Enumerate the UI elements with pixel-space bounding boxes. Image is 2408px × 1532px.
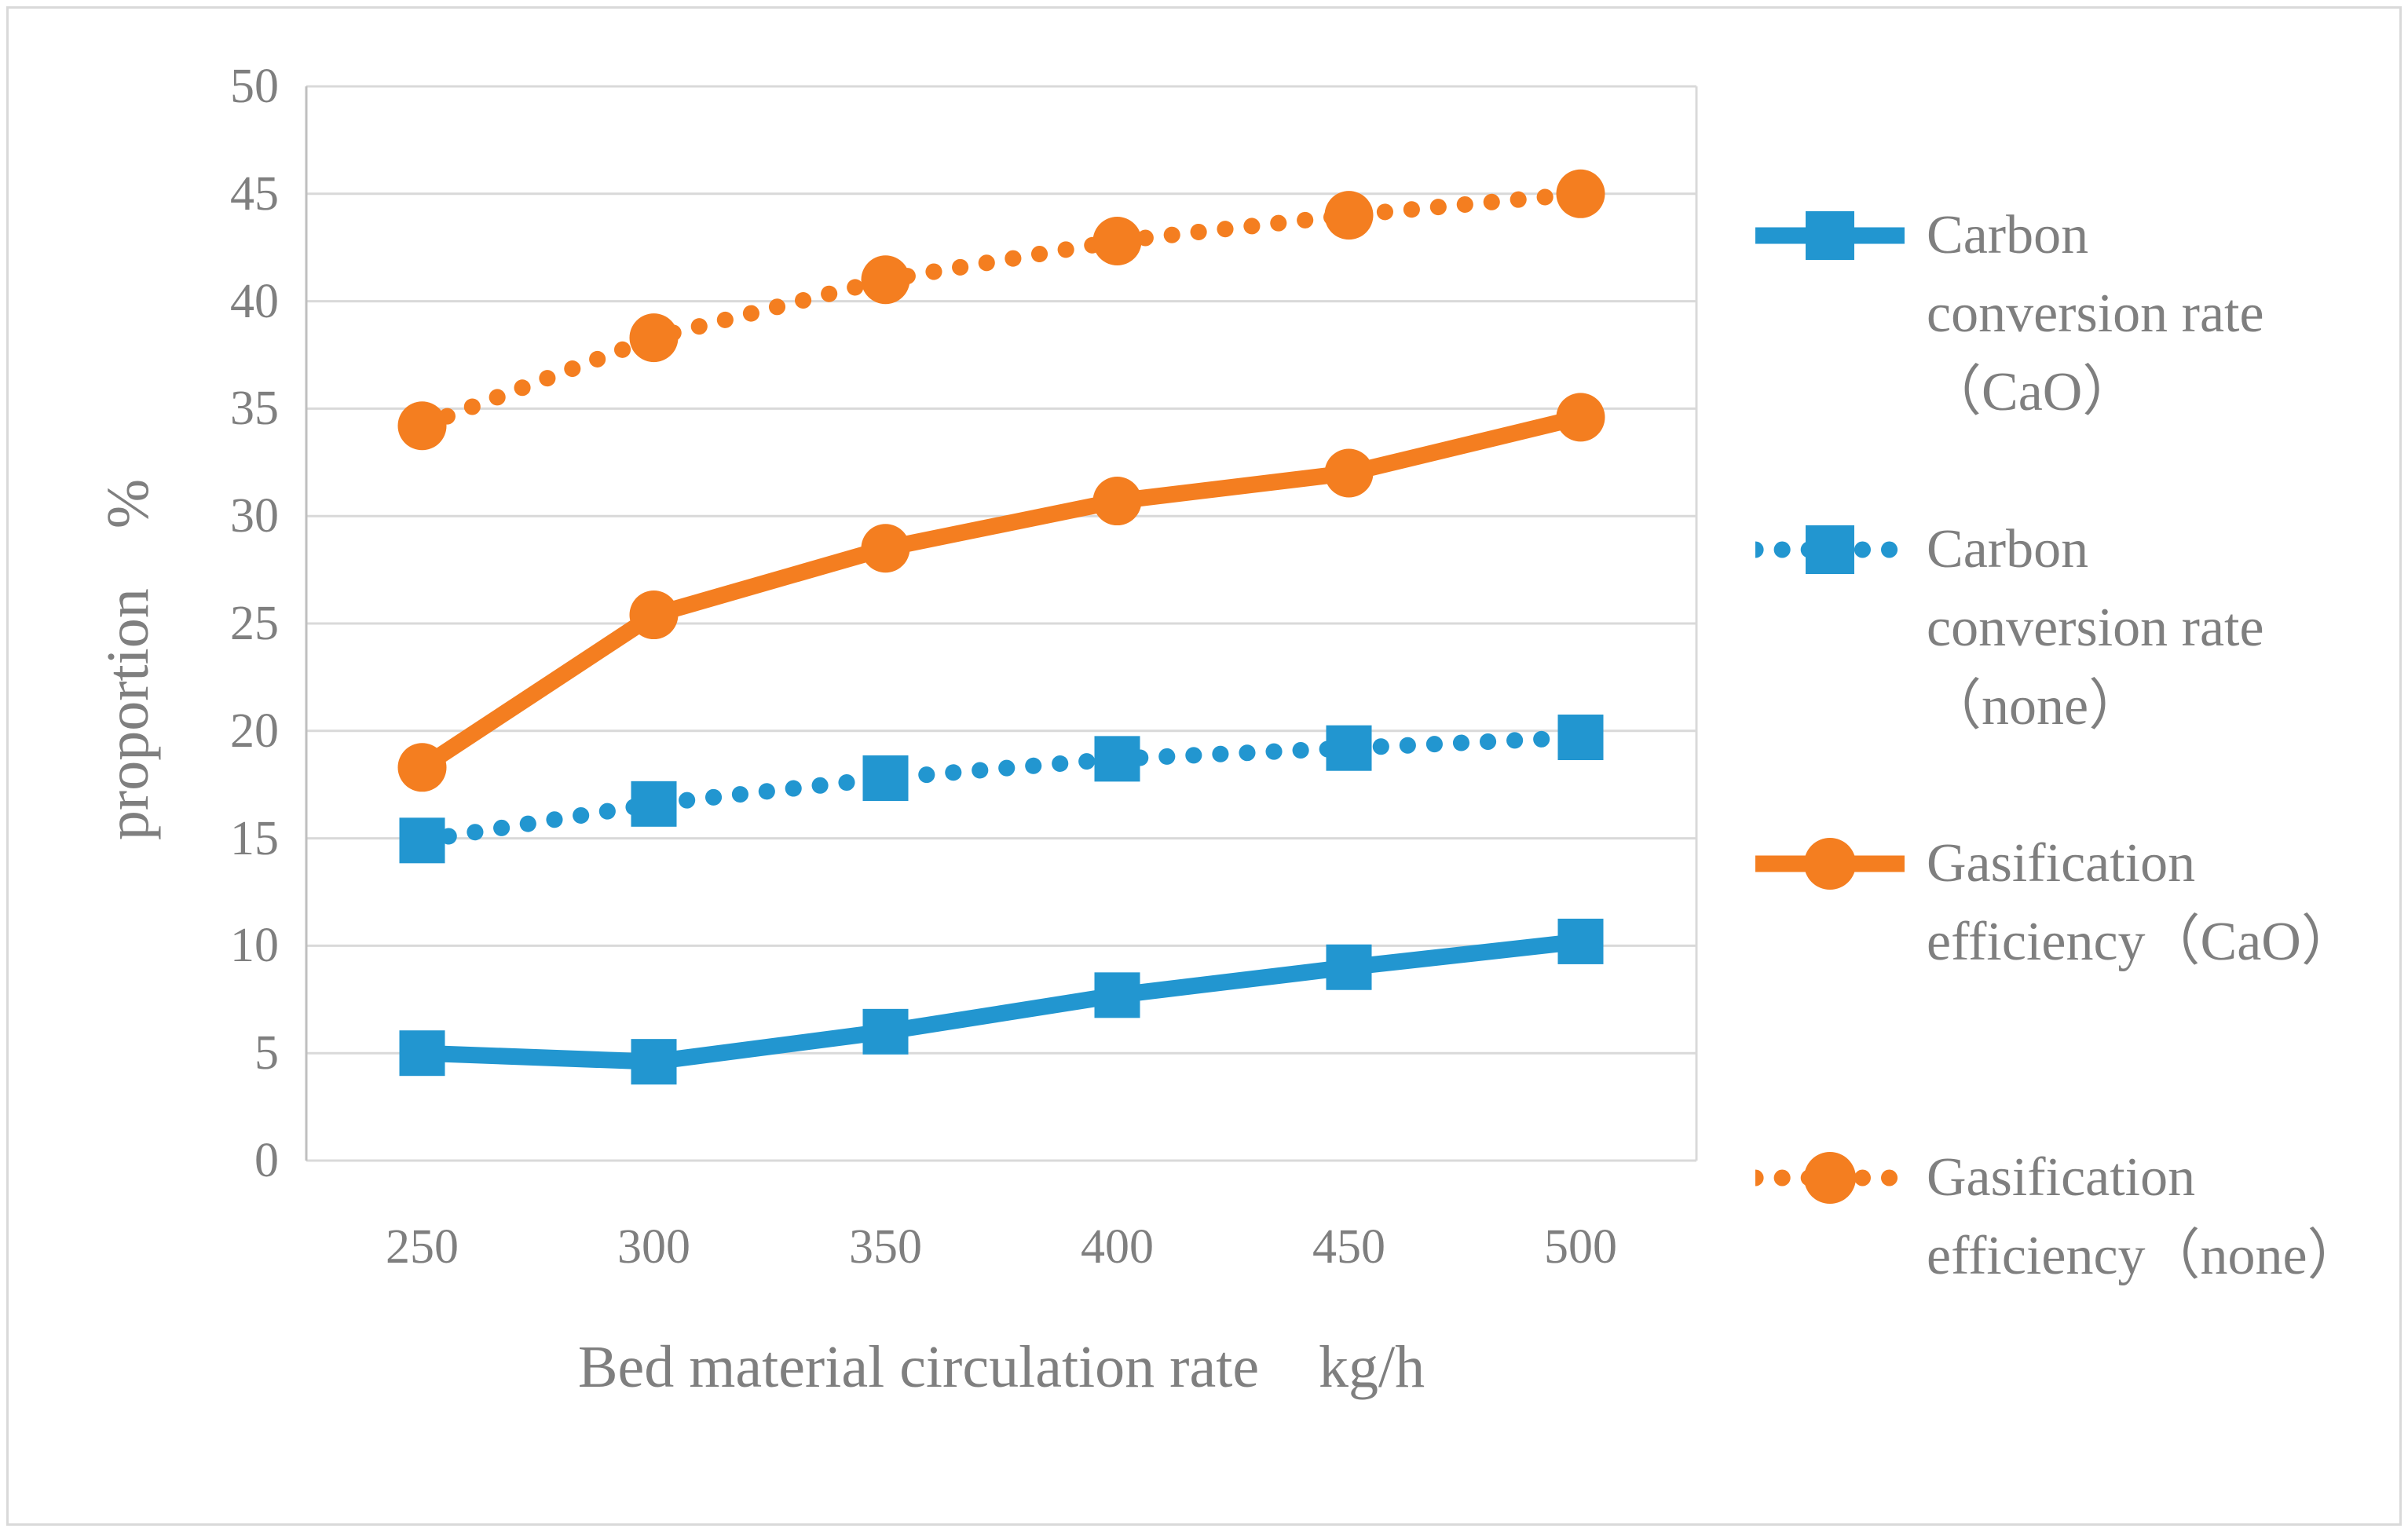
x-tick-label: 500 [1544,1220,1617,1274]
x-tick-label: 250 [386,1220,459,1274]
y-tick-label: 35 [230,382,279,436]
x-tick-label: 450 [1312,1220,1385,1274]
y-tick-label: 20 [230,704,279,758]
x-tick-label: 300 [617,1220,690,1274]
y-tick-label: 5 [254,1026,279,1080]
y-tick-label: 15 [230,811,279,865]
y-tick-label: 50 [230,60,279,113]
x-axis-title: Bed material circulation rate kg/h [577,1334,1425,1400]
x-tick-label: 350 [849,1220,922,1274]
y-tick-label: 45 [230,166,279,221]
y-tick-label: 10 [230,919,279,973]
y-tick-label: 40 [230,274,279,328]
y-tick-label: 25 [230,597,279,650]
y-tick-label: 0 [254,1134,279,1187]
y-axis-title: proportion % [95,478,161,841]
x-tick-label: 400 [1081,1220,1154,1274]
y-tick-label: 30 [230,489,279,543]
